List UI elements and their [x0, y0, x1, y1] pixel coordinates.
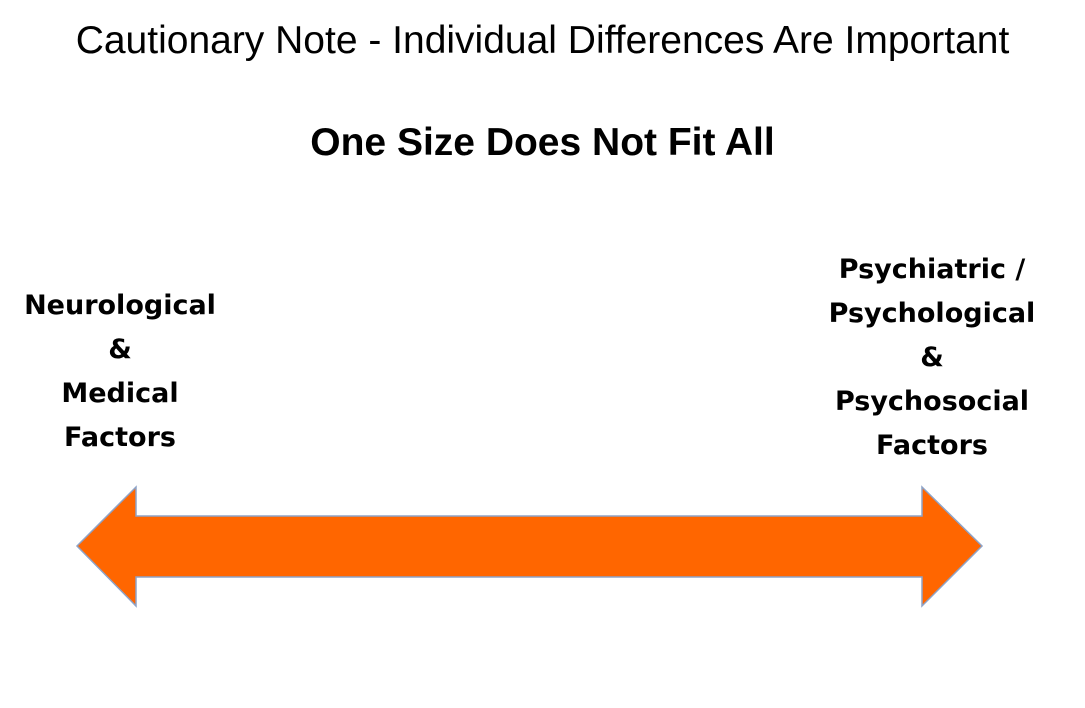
- right-pole-line: Psychosocial: [834, 386, 1030, 417]
- right-pole-label: Psychiatric / Psychological & Psychosoci…: [812, 248, 1052, 468]
- right-pole-line: Factors: [876, 430, 988, 461]
- left-pole-line: Factors: [64, 422, 176, 453]
- right-pole-line: &: [920, 342, 944, 373]
- slide-subtitle: One Size Does Not Fit All: [310, 121, 775, 164]
- left-pole-line: Neurological: [24, 290, 216, 321]
- left-pole-label: Neurological & Medical Factors: [0, 284, 240, 460]
- slide-title: Cautionary Note - Individual Differences…: [75, 19, 1010, 62]
- left-pole-line: &: [108, 334, 132, 365]
- right-pole-line: Psychiatric /: [838, 254, 1026, 285]
- left-pole-line: Medical: [61, 378, 179, 409]
- right-pole-line: Psychological: [828, 298, 1036, 329]
- double-headed-arrow: [75, 485, 984, 608]
